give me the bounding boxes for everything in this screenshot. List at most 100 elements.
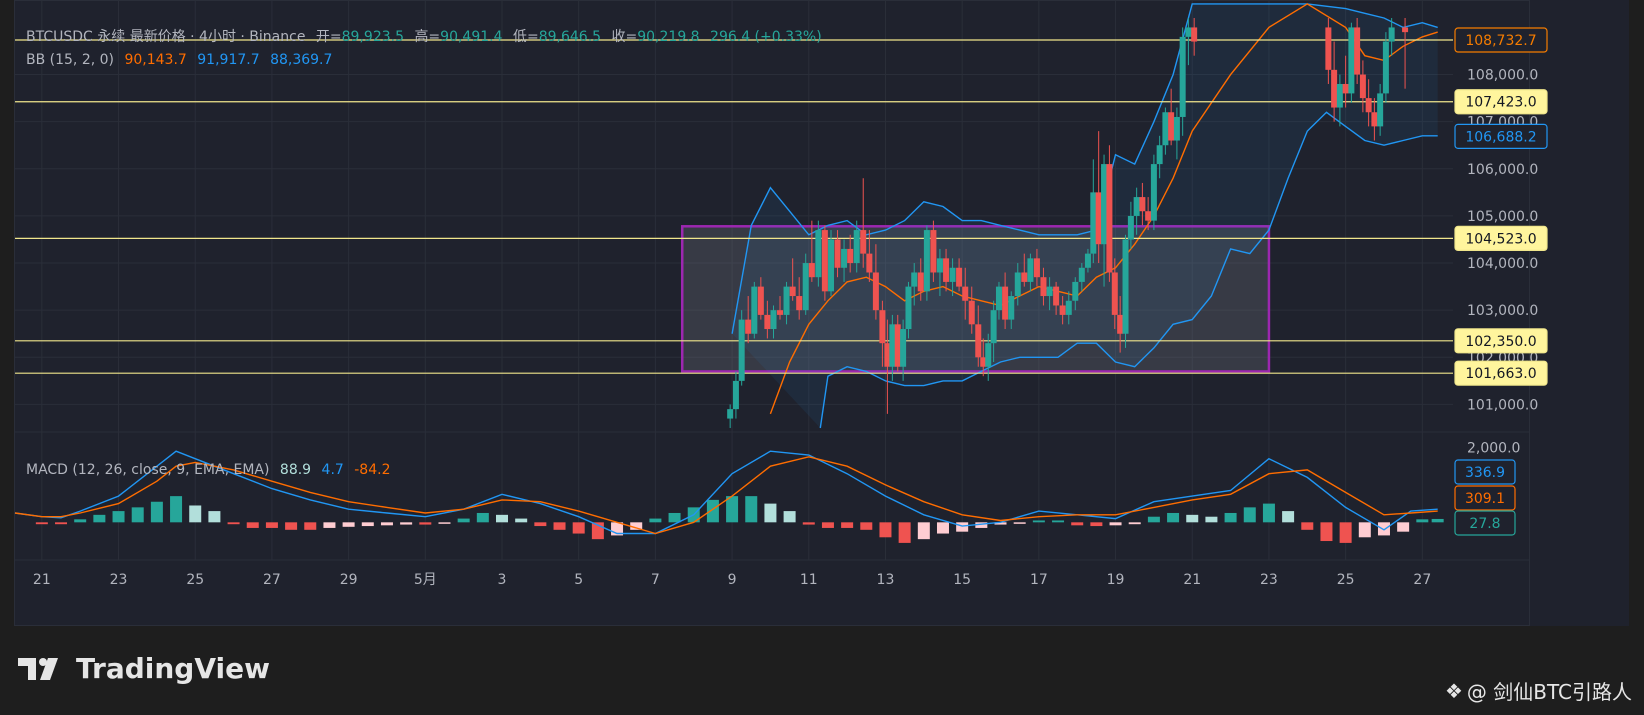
price-tag-box (1454, 89, 1548, 115)
candle-body (828, 239, 835, 292)
macd-histogram-bar (1167, 512, 1180, 523)
macd-histogram-bar (361, 522, 374, 527)
macd-histogram-bar (1186, 514, 1199, 523)
tradingview-logo-icon (18, 657, 58, 680)
x-tick-label: 5 (574, 572, 583, 588)
y-tick-label: 105,000.0 (1467, 209, 1538, 225)
macd-histogram-bar (821, 522, 834, 528)
candle-body (1059, 305, 1066, 315)
candle-body (1027, 258, 1034, 282)
macd-histogram-bar (956, 522, 969, 532)
macd-histogram-bar (208, 511, 221, 523)
candle-body (1095, 192, 1102, 245)
macd-histogram-bar (55, 522, 68, 525)
macd-histogram-bar (668, 512, 681, 523)
candle-body (949, 267, 956, 282)
candle-body (1106, 164, 1113, 273)
candle-body (1033, 258, 1040, 278)
tradingview-logo[interactable]: TradingView (18, 652, 270, 685)
candles-layer (727, 18, 1409, 428)
x-tick-label: 21 (33, 572, 51, 588)
macd-macd-value: 4.7 (321, 462, 344, 478)
price-tag-label: 107,423.0 (1465, 95, 1536, 111)
candle-body (1354, 27, 1361, 75)
macd-histogram-bar (1339, 522, 1352, 543)
candle-body (1101, 164, 1108, 245)
y-tick-label: 106,000.0 (1467, 162, 1538, 178)
candle-body (1117, 314, 1124, 334)
macd-histogram-bar (131, 507, 144, 523)
macd-histogram-bar (802, 522, 815, 525)
candle-body (1078, 267, 1085, 282)
price-tag-label: 104,523.0 (1465, 231, 1536, 247)
macd-histogram-bar (227, 522, 240, 525)
candle-body (1179, 36, 1186, 117)
candle-body (943, 258, 950, 282)
macd-signal-value: -84.2 (354, 462, 391, 478)
macd-histogram-bar (438, 522, 451, 524)
macd-histogram-bar (572, 522, 585, 534)
candle-body (956, 267, 963, 287)
candle-body (1185, 27, 1192, 37)
macd-histogram-bar (189, 505, 202, 523)
macd-histogram-bar (1262, 503, 1275, 523)
macd-histogram-bar (323, 522, 336, 528)
candle-body (1090, 192, 1097, 254)
price-tag-label: 101,663.0 (1465, 366, 1536, 382)
candle-body (1014, 272, 1021, 297)
candle-body (1325, 27, 1332, 70)
macd-histogram-bar (457, 518, 470, 523)
macd-histogram-bar (1431, 518, 1444, 523)
open-label: 开= (315, 29, 342, 45)
price-tag-label: 102,350.0 (1465, 334, 1536, 350)
bb-upper-line (731, 3, 1438, 334)
x-tick-label: 23 (1260, 572, 1278, 588)
macd-label: MACD (12, 26, close, 9, EMA, EMA) (26, 462, 270, 478)
macd-histogram-bar (1358, 522, 1371, 538)
candle-body (995, 286, 1002, 311)
macd-histogram-bar (1052, 520, 1065, 523)
chart-svg[interactable]: 21 23 25 27 29 5月 3 5 7 9 11 13 15 17 19 21 23 25 27 108,00… (0, 0, 1644, 626)
macd-legend: MACD (12, 26, close, 9, EMA, EMA) 88.9 4… (26, 462, 396, 478)
x-tick-label: 29 (340, 572, 358, 588)
candle-body (894, 324, 901, 367)
bb-basis-value: 90,143.7 (124, 52, 187, 68)
candle-body (1040, 277, 1047, 297)
macd-histogram-bar (745, 496, 758, 523)
header-legend: BTCUSDC 永续 最新价格 · 4小时 · Binance 开=89,923… (26, 26, 828, 46)
macd-histogram-bar (304, 522, 317, 530)
candle-body (860, 230, 867, 254)
y-tick-label: 108,000.0 (1467, 68, 1538, 84)
candle-body (990, 310, 997, 344)
candle-body (1359, 74, 1366, 99)
candle-body (745, 319, 752, 334)
candle-body (923, 230, 930, 292)
macd-histogram-bar (93, 514, 106, 523)
x-tick-label: 25 (186, 572, 204, 588)
price-tag-box (1454, 27, 1548, 53)
macd-histogram-bar (726, 496, 739, 523)
candle-body (879, 310, 886, 344)
candle-body (1162, 112, 1169, 146)
candle-body (770, 310, 777, 330)
x-tick-label: 23 (110, 572, 128, 588)
macd-hist-value: 88.9 (279, 462, 312, 478)
candle-body (847, 248, 854, 264)
macd-histogram-bar (898, 522, 911, 543)
candle-body (917, 272, 924, 292)
candle-body (738, 319, 745, 381)
candle-body (1053, 286, 1060, 306)
x-tick-label: 15 (953, 572, 971, 588)
price-tag-box (1454, 360, 1548, 386)
macd-y-tick-label: 2,000.0 (1467, 440, 1520, 456)
candle-body (1348, 27, 1355, 94)
low-value: 89,646.5 (538, 29, 602, 45)
candle-body (1173, 116, 1180, 141)
candle-body (1122, 239, 1129, 334)
candle-body (905, 286, 912, 330)
macd-histogram-bar (1205, 516, 1218, 523)
candle-body (975, 324, 982, 358)
candle-body (900, 329, 907, 367)
price-tag-label: 106,688.2 (1465, 129, 1536, 145)
x-tick-label: 17 (1030, 572, 1048, 588)
